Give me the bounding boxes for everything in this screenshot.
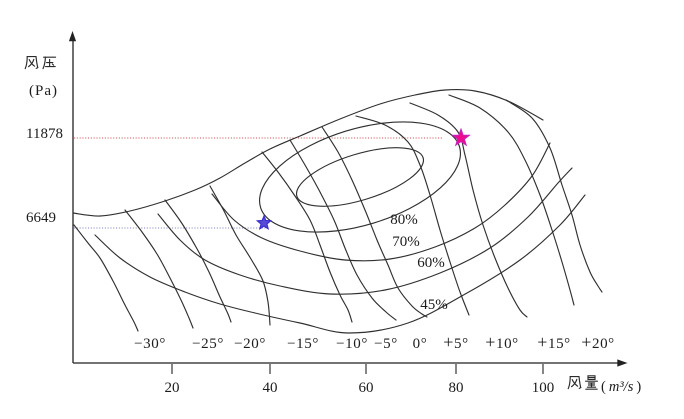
svg-text:45%: 45% [420,297,448,313]
svg-text:60%: 60% [417,255,445,271]
svg-text:(m³/s): (m³/s) [601,379,641,395]
svg-text:(Pa): (Pa) [29,83,58,99]
svg-text:−20°: −20° [234,336,266,352]
svg-text:70%: 70% [392,234,420,250]
svg-text:20: 20 [165,380,180,396]
svg-text:−5°: −5° [374,336,398,352]
svg-text:6649: 6649 [26,210,56,226]
svg-text:60: 60 [359,380,374,396]
svg-text:+10°: +10° [485,332,519,352]
svg-text:80: 80 [449,380,464,396]
svg-text:−25°: −25° [192,336,224,352]
svg-text:11878: 11878 [26,126,63,142]
svg-text:40: 40 [263,380,278,396]
svg-text:−15°: −15° [287,336,319,352]
svg-text:0°: 0° [413,336,428,352]
svg-text:−30°: −30° [134,336,166,352]
svg-text:80%: 80% [390,212,418,228]
svg-text:−10°: −10° [336,336,368,352]
svg-text:+20°: +20° [581,332,615,352]
svg-text:+15°: +15° [537,332,571,352]
svg-text:+5°: +5° [443,332,468,352]
svg-text:100: 100 [532,380,555,396]
